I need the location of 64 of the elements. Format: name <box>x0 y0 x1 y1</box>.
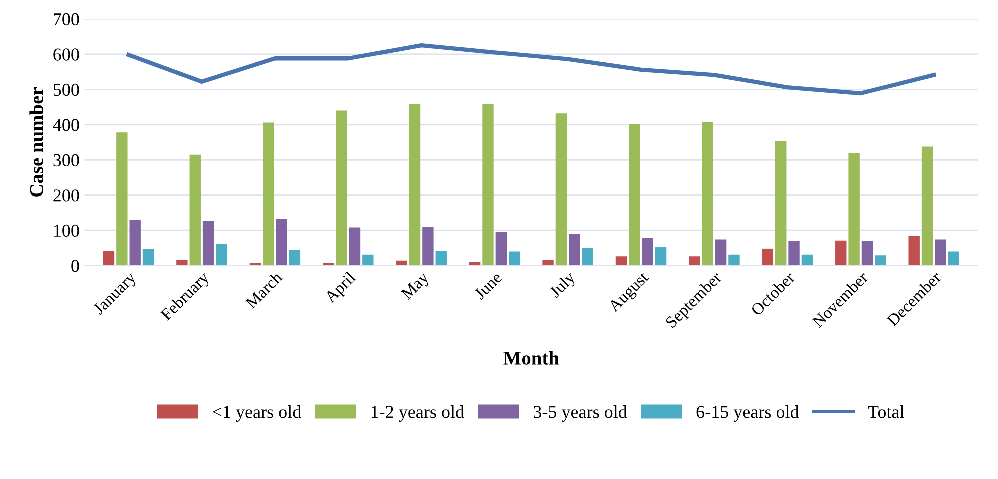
x-tick-label: May <box>400 271 432 303</box>
bar <box>836 240 847 266</box>
y-tick-label: 0 <box>72 260 80 272</box>
bar <box>935 240 946 266</box>
bar <box>422 227 434 266</box>
bar <box>508 252 520 266</box>
bar <box>556 114 568 266</box>
bar <box>130 220 141 266</box>
bar <box>728 254 740 266</box>
y-tick-label: 600 <box>54 48 80 61</box>
y-tick-label: 400 <box>53 119 80 132</box>
bar <box>482 104 494 266</box>
x-tick-label: June <box>474 272 503 300</box>
bar <box>276 219 288 266</box>
legend-label: Total <box>868 406 904 418</box>
line-series <box>126 44 936 96</box>
bar <box>616 256 628 266</box>
y-tick-label: 700 <box>54 13 80 26</box>
bar <box>116 132 128 266</box>
bar <box>689 256 700 266</box>
bar <box>496 232 508 266</box>
bar <box>396 260 408 266</box>
bar <box>202 221 214 266</box>
bar <box>542 260 554 266</box>
bar <box>336 110 348 266</box>
bar <box>190 154 201 266</box>
y-tick-label: 100 <box>54 224 80 238</box>
bar <box>715 240 727 266</box>
bar <box>629 124 640 266</box>
bar <box>349 228 361 266</box>
bar <box>948 252 960 266</box>
bar <box>802 254 814 266</box>
bar <box>582 248 594 266</box>
bar <box>775 141 787 266</box>
y-tick-label: 500 <box>54 84 80 96</box>
bar <box>362 254 374 266</box>
bar <box>142 249 154 266</box>
bar <box>103 251 115 266</box>
bar <box>176 260 188 266</box>
bar <box>702 122 714 266</box>
y-tick-label: 200 <box>54 190 80 202</box>
legend-label: 6-15 years old <box>696 406 800 422</box>
y-tick-label: 300 <box>54 154 80 167</box>
bar <box>409 104 421 266</box>
bar <box>788 242 800 266</box>
bar <box>569 234 580 266</box>
legend-label: 1-2 years old <box>372 406 464 422</box>
bar <box>289 250 301 266</box>
bar <box>848 153 860 266</box>
x-axis-title: Month <box>504 351 560 365</box>
bar <box>436 251 447 266</box>
y-axis-title: Case number <box>30 88 44 197</box>
bar <box>216 244 228 266</box>
bar <box>262 122 274 266</box>
bar <box>908 236 920 266</box>
bar <box>862 242 874 266</box>
x-tick-label: July <box>548 270 579 301</box>
bar <box>875 256 886 266</box>
legend-label: <1 years old <box>213 406 302 422</box>
bar <box>922 146 934 266</box>
bar <box>642 238 654 266</box>
bar <box>655 248 667 266</box>
bar <box>762 248 774 266</box>
legend-label: 3-5 years old <box>534 406 628 422</box>
